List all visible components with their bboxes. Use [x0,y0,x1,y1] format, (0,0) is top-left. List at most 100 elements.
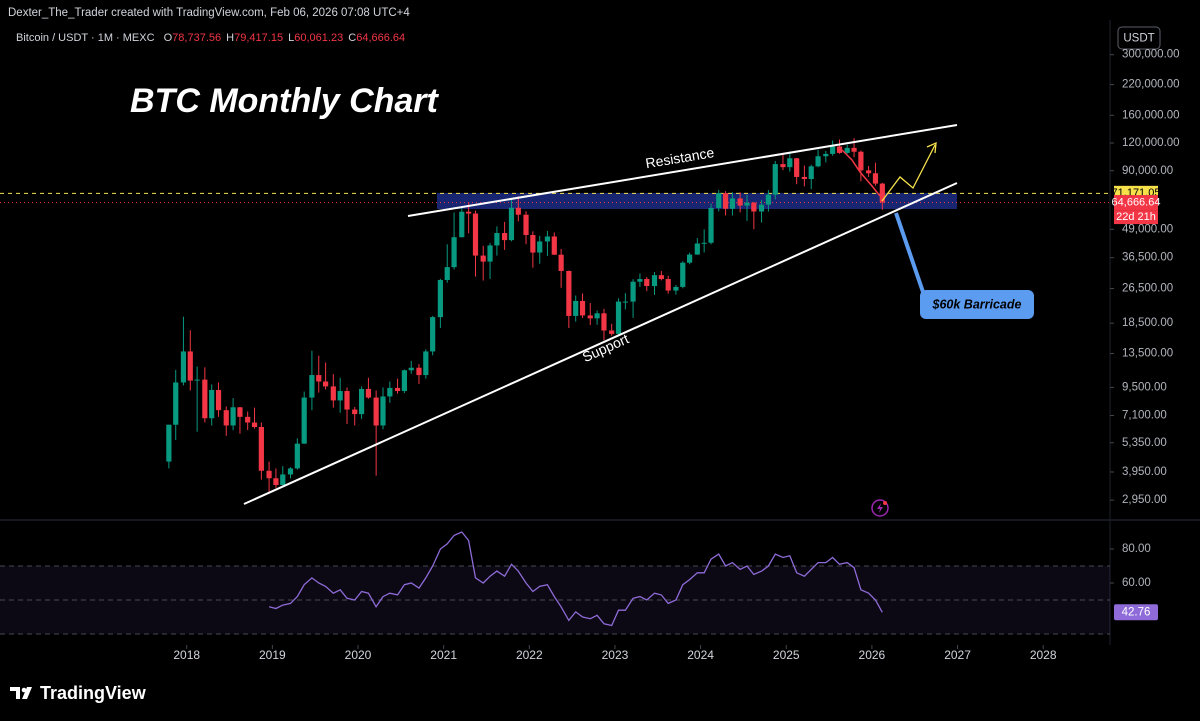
candle-body [594,313,600,319]
candle-body [794,158,800,177]
candle-body [630,281,636,302]
candle-body [680,262,686,287]
candle-body [844,147,850,153]
logo-icon [10,687,32,699]
logo-dot [21,687,27,693]
candle-body [801,176,807,180]
candle-body [180,351,187,383]
y-tick-label: 3,950.00 [1122,466,1167,478]
x-tick-label: 2026 [859,648,886,662]
candle-body [701,242,707,244]
ohlc-key: C [348,32,356,44]
candle-body [494,233,500,246]
candle-body [515,207,521,215]
x-tick-label: 2020 [345,648,372,662]
candle-body [830,146,836,154]
candle-body [780,164,786,168]
rsi-tick-label: 80.00 [1122,543,1151,555]
candle-body [808,166,814,180]
currency-label[interactable]: USDT [1123,33,1154,45]
candle-body [544,236,551,242]
symbol: Bitcoin / USDT · 1M · MEXC [16,32,155,44]
candle-body [323,381,329,387]
candle-body [508,207,515,241]
candle-body [437,280,443,318]
candle-body [401,370,408,392]
candle-body [644,279,650,287]
x-tick-label: 2024 [687,648,714,662]
rsi-line [268,531,883,627]
x-tick-label: 2018 [173,648,200,662]
callout-box [920,290,1034,319]
resistance-line [407,124,958,217]
candle-body [729,198,736,209]
candle-body [787,158,793,168]
ohlc-value: 64,666.64 [356,32,405,44]
chart-title: BTC Monthly Chart [130,82,440,120]
candle-body [758,204,765,212]
candle-body [658,275,664,280]
x-tick-label: 2022 [516,648,543,662]
candle-body [872,173,879,184]
currency-button[interactable] [1117,26,1161,50]
candle-body [637,279,643,282]
candle-body [394,387,401,392]
rsi-value-tag [1114,604,1158,621]
candle-body [694,243,700,255]
candle-body [502,233,508,241]
candle-body [466,211,472,214]
y-tick-label: 13,500.00 [1122,348,1173,360]
candle-body [294,443,300,469]
callout-pointer [894,212,925,293]
callout-label: $60k Barricade [932,297,1022,311]
price-tag-label: 64,666.64 [1112,196,1161,208]
candle-body [266,470,272,479]
candle-body [209,389,215,419]
candle-body [358,388,365,415]
candle-body [879,183,885,203]
candle-body [309,375,315,398]
candle-body [587,315,593,319]
y-tick-label: 300,000.00 [1122,49,1180,61]
y-tick-label: 18,500.00 [1122,317,1173,329]
alert-dot [883,501,887,505]
candle-body [851,147,857,152]
y-tick-label: 9,500.00 [1122,381,1167,393]
ohlc-value: 79,417.15 [234,32,283,44]
candle-body [373,397,379,426]
candle-body [765,194,772,205]
alert-bolt [877,503,883,513]
price-tag [1114,195,1158,211]
x-tick-label: 2023 [602,648,629,662]
candle-body [258,426,264,471]
candle-body [423,351,429,376]
alert-icon[interactable] [871,499,889,517]
ohlc-value: 60,061.23 [294,32,343,44]
candle-body [430,317,436,352]
y-tick-label: 36,500.00 [1122,252,1173,264]
candle-body [722,193,729,209]
countdown-tag [1114,210,1158,225]
candle-body [251,422,258,427]
y-tick-label: 90,000.00 [1122,165,1173,177]
candle-body [551,236,557,255]
candle-body [287,468,294,475]
y-tick-label: 2,950.00 [1122,494,1167,506]
candle-body [708,207,714,243]
candle-body [601,313,607,331]
x-tick-label: 2019 [259,648,286,662]
candle-body [337,391,343,401]
candle-body [573,300,579,316]
y-tick-label: 7,100.00 [1122,410,1167,422]
ohlc-key: L [288,32,294,44]
candle-body [823,153,829,157]
candle-body [380,396,386,426]
candle-body [566,270,572,316]
attribution: Dexter_The_Trader created with TradingVi… [8,7,410,19]
candle-body [316,375,322,382]
candle-body [230,407,236,426]
candle-body [530,234,536,253]
candle-body [237,407,243,417]
